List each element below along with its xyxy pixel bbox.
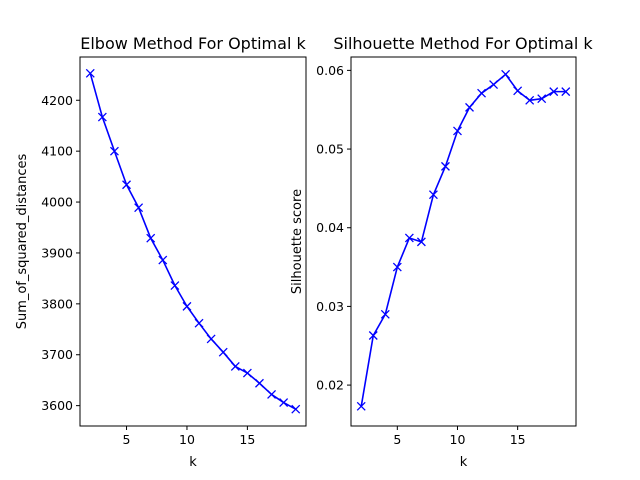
y-tick-label: 4200 bbox=[41, 93, 73, 108]
data-point-marker bbox=[380, 309, 390, 319]
data-point-marker bbox=[453, 126, 462, 136]
data-point-marker bbox=[218, 347, 228, 357]
y-tick-label: 4100 bbox=[41, 144, 73, 159]
elbow-chart: Elbow Method For Optimal k 5 10 15 3600 3700 3… bbox=[15, 34, 307, 470]
data-point-marker bbox=[392, 262, 402, 272]
data-point-marker bbox=[549, 87, 559, 97]
data-point-marker bbox=[279, 398, 289, 408]
y-tick-label: 3800 bbox=[41, 296, 73, 311]
chart-title: Silhouette Method For Optimal k bbox=[333, 34, 593, 53]
silhouette-chart: Silhouette Method For Optimal k 5 10 15 0.02… bbox=[290, 34, 593, 470]
data-point-marker bbox=[440, 161, 450, 171]
data-point-marker bbox=[291, 404, 301, 414]
x-tick-label: 15 bbox=[239, 432, 255, 447]
y-tick-label: 0.03 bbox=[316, 299, 344, 314]
data-point-marker bbox=[206, 334, 216, 344]
data-point-marker bbox=[122, 180, 131, 190]
x-axis-label: k bbox=[460, 455, 468, 470]
data-point-marker bbox=[368, 331, 378, 340]
data-point-marker bbox=[109, 146, 119, 156]
data-point-marker bbox=[146, 233, 156, 243]
x-tick-label: 5 bbox=[393, 432, 401, 447]
data-point-marker bbox=[134, 203, 144, 213]
x-tick-label: 5 bbox=[123, 432, 131, 447]
y-tick-label: 0.06 bbox=[316, 63, 344, 78]
y-tick-label: 3600 bbox=[41, 398, 73, 413]
data-point-marker bbox=[170, 281, 180, 290]
y-axis-label: Sum_of_squared_distances bbox=[15, 153, 30, 329]
data-point-marker bbox=[465, 102, 474, 112]
y-axis-label: Silhouette score bbox=[290, 189, 305, 294]
x-tick-label: 10 bbox=[450, 432, 466, 447]
x-tick-label: 10 bbox=[179, 432, 195, 447]
series-line bbox=[360, 73, 566, 407]
plot-area bbox=[79, 56, 307, 427]
y-tick-label: 0.05 bbox=[316, 142, 344, 157]
data-point-marker bbox=[537, 94, 547, 104]
data-point-marker bbox=[255, 378, 264, 388]
y-tick-label: 4000 bbox=[41, 195, 73, 210]
y-tick-label: 3700 bbox=[41, 347, 73, 362]
data-point-marker bbox=[416, 237, 426, 247]
data-point-marker bbox=[194, 318, 204, 328]
data-point-marker bbox=[513, 86, 523, 96]
y-tick-label: 0.02 bbox=[316, 378, 344, 393]
y-tick-label: 0.04 bbox=[316, 220, 344, 235]
plot-area bbox=[350, 56, 577, 427]
data-point-marker bbox=[404, 233, 414, 243]
x-axis-label: k bbox=[189, 455, 197, 470]
data-point-marker bbox=[158, 255, 168, 265]
chart-title: Elbow Method For Optimal k bbox=[80, 34, 306, 53]
data-point-marker bbox=[477, 88, 487, 98]
data-point-marker bbox=[561, 87, 571, 97]
data-point-marker bbox=[525, 95, 535, 105]
data-point-marker bbox=[85, 68, 95, 78]
y-tick-label: 3900 bbox=[41, 245, 73, 260]
data-point-marker bbox=[97, 112, 107, 122]
x-tick-label: 15 bbox=[510, 432, 526, 447]
data-point-marker bbox=[182, 301, 192, 311]
data-point-marker bbox=[489, 80, 499, 89]
data-point-marker bbox=[356, 401, 366, 411]
data-point-marker bbox=[230, 361, 240, 371]
data-point-marker bbox=[242, 368, 252, 378]
data-point-marker bbox=[501, 69, 511, 79]
data-point-marker bbox=[267, 389, 277, 399]
data-point-marker bbox=[428, 190, 438, 200]
